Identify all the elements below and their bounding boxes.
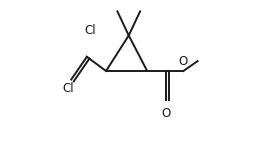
Text: O: O	[179, 55, 188, 68]
Text: Cl: Cl	[84, 24, 96, 37]
Text: O: O	[162, 107, 171, 120]
Text: Cl: Cl	[63, 82, 74, 95]
